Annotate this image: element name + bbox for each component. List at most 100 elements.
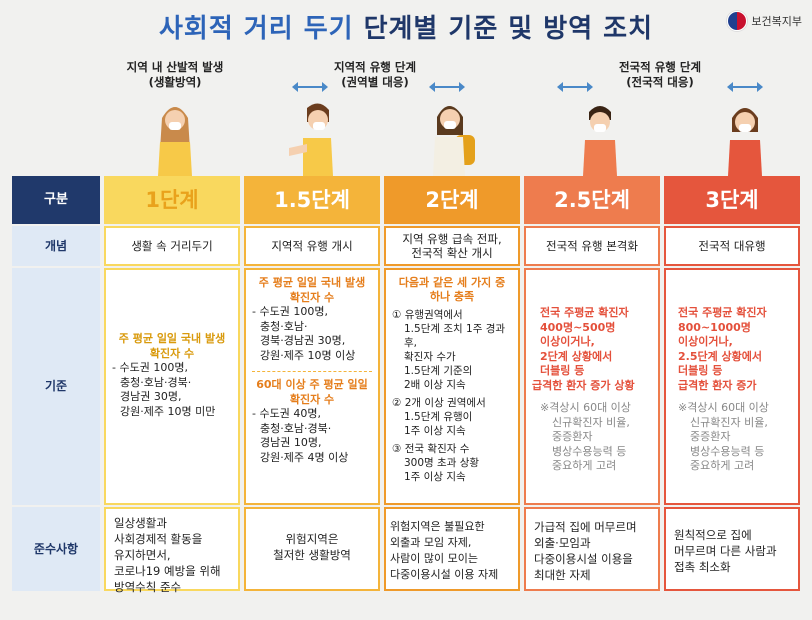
note-line: 신규확진자 비율,: [690, 415, 768, 429]
step-criteria: 전국 주평균 확진자 800~1000명 이상이거나, 2.5단계 상황에서 더…: [664, 268, 800, 505]
concept-line: 지역 유행 급속 전파,: [402, 231, 502, 246]
step-concept: 지역적 유행 개시: [244, 226, 380, 266]
criteria-line: 400명~500명: [540, 320, 616, 334]
row-label-concept: 개념: [12, 226, 100, 266]
step-criteria: 주 평균 일일 국내 발생 확진자 수 - 수도권 100명, 충청·호남· 경…: [244, 268, 380, 505]
criteria-line: 충청·호남·: [260, 319, 308, 333]
criteria-line: 800~1000명: [678, 320, 751, 334]
criteria-line: 1주 이상 지속: [404, 425, 466, 437]
title-rest: 단계별 기준 및 방역 조치: [363, 14, 654, 44]
phase-title: 지역적 유행 단계: [333, 60, 417, 74]
compliance-line: 외출과 모임 자제,: [390, 536, 472, 549]
compliance-line: 철저한 생활방역: [273, 548, 351, 562]
criteria-line: 전국 주평균 확진자: [678, 306, 767, 319]
step-3-column: 3단계 전국적 대유행 전국 주평균 확진자 800~1000명 이상이거나, …: [664, 176, 800, 612]
criteria-line: 더블링 등: [678, 364, 723, 377]
compliance-line: 머무르며 다른 사람과: [674, 544, 777, 558]
step-compliance: 가급적 집에 머무르며 외출·모임과 다중이용시설 이용을 최대한 자제: [524, 507, 660, 591]
criteria-line: 1주 이상 지속: [404, 471, 466, 483]
step-label: 2.5단계: [524, 176, 660, 224]
compliance-line: 방역수칙 준수: [114, 580, 182, 594]
ministry-name: 보건복지부: [751, 15, 802, 28]
criteria-line: 2.5단계 상황에서: [678, 349, 763, 363]
compliance-line: 접촉 최소화: [674, 560, 731, 574]
step-concept: 전국적 유행 본격화: [524, 226, 660, 266]
step-compliance: 위험지역은 철저한 생활방역: [244, 507, 380, 591]
step-1-5-column: 1.5단계 지역적 유행 개시 주 평균 일일 국내 발생 확진자 수 - 수도…: [244, 176, 380, 612]
criteria-line: 충청·호남·경북·: [260, 421, 332, 435]
step-concept: 생활 속 거리두기: [104, 226, 240, 266]
divider: [252, 371, 372, 372]
criteria-line: 더블링 등: [540, 364, 585, 377]
page-title: 사회적 거리 두기 단계별 기준 및 방역 조치: [0, 8, 812, 45]
step-label: 2단계: [384, 176, 520, 224]
criteria-line: 이상이거나,: [540, 335, 595, 348]
compliance-line: 외출·모임과: [534, 536, 591, 550]
step-criteria: 다음과 같은 세 가지 중 하나 충족 ① 유행권역에서 1.5단계 조치 1주…: [384, 268, 520, 505]
criteria-line: 경남권 10명,: [260, 436, 322, 449]
note-line: ※격상시 60대 이상: [678, 401, 769, 414]
criteria-heading: 60대 이상 주 평균 일일 확진자 수: [256, 378, 368, 406]
step-label: 1단계: [104, 176, 240, 224]
criteria-line: 강원·제주 10명 이상: [260, 348, 356, 362]
criteria-line: 1.5단계 유행이: [404, 411, 473, 423]
criteria-line: - 수도권 100명,: [252, 305, 328, 318]
taegeuk-icon: [727, 11, 748, 31]
criteria-line: ① 유행권역에서: [392, 309, 463, 321]
note-line: 중요하게 고려: [690, 459, 755, 472]
criteria-line: 1.5단계 기준의: [404, 365, 473, 377]
step-criteria: 전국 주평균 확진자 400명~500명 이상이거나, 2단계 상황에서 더블링…: [524, 268, 660, 505]
criteria-line: 급격한 환자 증가 상황: [532, 378, 635, 392]
compliance-line: 위험지역은 불필요한: [390, 520, 485, 533]
left-arrow-icon: [557, 82, 593, 92]
criteria-line: ② 2개 이상 권역에서: [392, 397, 486, 409]
note-line: 신규확진자 비율,: [552, 415, 630, 429]
note-line: 중요하게 고려: [552, 459, 617, 472]
step-concept: 지역 유행 급속 전파, 전국적 확산 개시: [384, 226, 520, 266]
criteria-line: 강원·제주 4명 이상: [260, 450, 349, 464]
step-2-column: 2단계 지역 유행 급속 전파, 전국적 확산 개시 다음과 같은 세 가지 중…: [384, 176, 520, 612]
phase-subtitle: (생활방역): [148, 75, 202, 89]
phase-label-national: 전국적 유행 단계 (전국적 대응): [590, 60, 730, 90]
step-label: 1.5단계: [244, 176, 380, 224]
concept-line: 전국적 확산 개시: [411, 246, 493, 260]
compliance-line: 코로나19 예방을 위해: [114, 564, 221, 578]
compliance-line: 위험지역은: [285, 532, 339, 546]
criteria-line: ③ 전국 확진자 수: [392, 443, 470, 455]
criteria-line: 2배 이상 지속: [404, 379, 466, 391]
criteria-line: 이상이거나,: [678, 335, 733, 348]
header-cell: 구분: [12, 176, 100, 224]
criteria-line: 300명 초과 상황: [404, 457, 480, 469]
ministry-logo: 보건복지부: [727, 11, 802, 31]
person-illustration: [433, 106, 475, 176]
compliance-line: 사회경제적 활동을: [114, 532, 203, 546]
person-illustration: [289, 103, 333, 176]
criteria-line: 확진자 수가: [404, 351, 456, 363]
criteria-heading: 다음과 같은 세 가지 중 하나 충족: [398, 276, 506, 303]
phase-subtitle: (권역별 대응): [341, 75, 409, 89]
compliance-line: 다중이용시설 이용을: [534, 552, 633, 566]
compliance-line: 원칙적으로 집에: [674, 528, 752, 542]
criteria-line: 2단계 상황에서: [540, 349, 613, 363]
right-arrow-icon: [727, 82, 763, 92]
note-line: 중증환자: [690, 430, 731, 443]
criteria-line: 경남권 30명,: [120, 390, 182, 403]
step-compliance: 일상생활과 사회경제적 활동을 유지하면서, 코로나19 예방을 위해 방역수칙…: [104, 507, 240, 594]
person-illustration: [583, 106, 617, 176]
step-compliance: 위험지역은 불필요한 외출과 모임 자제, 사람이 많이 모이는 다중이용시설 …: [384, 507, 520, 591]
phase-label-regional: 지역적 유행 단계 (권역별 대응): [305, 60, 445, 90]
step-criteria: 주 평균 일일 국내 발생 확진자 수 - 수도권 100명, 충청·호남·경북…: [104, 268, 240, 505]
compliance-line: 일상생활과: [114, 516, 167, 530]
criteria-line: 충청·호남·경북·: [120, 375, 192, 389]
left-arrow-icon: [292, 82, 328, 92]
row-label-criteria: 기준: [12, 268, 100, 505]
criteria-line: 급격한 환자 증가: [678, 378, 757, 392]
criteria-line: 1.5단계 조치 1주 경과 후,: [404, 323, 506, 349]
person-illustration: [728, 108, 762, 176]
step-concept: 전국적 대유행: [664, 226, 800, 266]
row-label-compliance: 준수사항: [12, 507, 100, 591]
right-arrow-icon: [429, 82, 465, 92]
note-line: 병상수용능력 등: [552, 444, 627, 458]
note-line: 병상수용능력 등: [690, 444, 765, 458]
criteria-line: 강원·제주 10명 미만: [120, 404, 216, 418]
